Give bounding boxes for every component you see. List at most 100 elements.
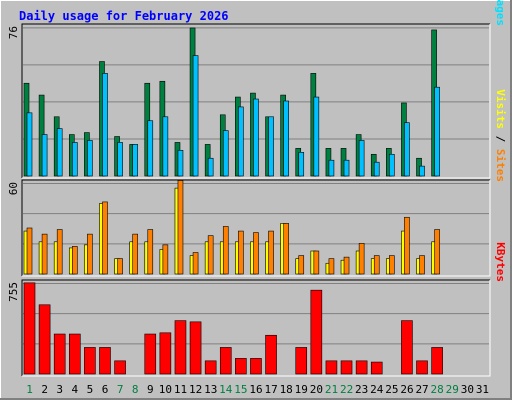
x-tick-label: 28 <box>431 383 444 396</box>
bar-kbytes-day-16 <box>250 358 262 375</box>
bar-sites-day-27 <box>419 255 425 275</box>
bar-sites-day-13 <box>207 235 214 275</box>
bar-files-day-15 <box>238 106 244 177</box>
bar-files-day-6 <box>102 73 108 177</box>
bar-sites-day-15 <box>238 230 244 275</box>
bar-files-day-27 <box>419 165 425 177</box>
bar-files-day-10 <box>162 116 169 177</box>
x-tick-label: 25 <box>385 383 398 396</box>
bar-files-day-12 <box>192 55 199 177</box>
bar-files-day-18 <box>283 100 289 177</box>
panel-frame-light <box>22 280 491 377</box>
x-tick-label: 7 <box>117 383 124 396</box>
bar-kbytes-day-24 <box>370 361 383 375</box>
x-tick-label: 2 <box>41 383 48 396</box>
bar-files-day-26 <box>404 122 410 177</box>
legend-label: KBytes <box>494 242 507 282</box>
bar-kbytes-day-13 <box>204 360 217 375</box>
bar-sites-day-19 <box>298 255 305 275</box>
x-tick-label: 21 <box>325 383 338 396</box>
x-tick-label: 6 <box>102 383 109 396</box>
bar-kbytes-day-21 <box>325 360 338 375</box>
bar-files-day-17 <box>268 116 274 177</box>
bar-sites-day-23 <box>358 243 365 275</box>
legend-separator: / <box>494 129 507 149</box>
bar-files-day-11 <box>177 150 184 177</box>
bar-sites-day-25 <box>389 255 395 275</box>
bar-sites-day-17 <box>268 230 274 275</box>
bar-kbytes-day-9 <box>144 333 157 375</box>
bar-files-day-3 <box>56 128 63 177</box>
bar-files-day-14 <box>222 130 229 177</box>
bar-kbytes-day-28 <box>431 347 443 375</box>
bar-files-day-23 <box>358 140 365 177</box>
y-max-label: 76 <box>7 26 20 39</box>
bar-sites-day-9 <box>147 229 154 275</box>
bar-kbytes-day-12 <box>189 321 202 375</box>
bar-sites-day-12 <box>192 252 199 275</box>
y-max-label: 755 <box>7 282 20 302</box>
y-max-label: 60 <box>7 182 20 195</box>
x-tick-label: 10 <box>159 383 172 396</box>
bar-kbytes-day-6 <box>99 347 111 375</box>
bar-kbytes-day-2 <box>38 304 51 375</box>
legend-visits: Visits <box>494 89 507 129</box>
chart-title: Daily usage for February 2026 <box>19 9 229 23</box>
bar-kbytes-day-17 <box>265 334 277 375</box>
bar-sites-day-28 <box>434 229 440 275</box>
panel-frame-light <box>22 180 491 277</box>
bar-sites-day-20 <box>313 250 320 275</box>
bar-files-day-9 <box>147 120 154 177</box>
bar-sites-day-4 <box>71 246 78 275</box>
bar-sites-day-2 <box>41 233 48 275</box>
bar-kbytes-day-10 <box>159 332 172 375</box>
panel-frame-dark <box>21 23 490 178</box>
x-tick-label: 12 <box>189 383 202 396</box>
bar-files-day-21 <box>328 159 335 177</box>
bar-files-day-25 <box>389 153 395 177</box>
legend-sites: Sites <box>494 149 507 182</box>
bar-sites-day-1 <box>26 227 33 275</box>
bar-kbytes-day-20 <box>310 289 323 375</box>
bar-sites-day-16 <box>253 232 259 275</box>
x-tick-label: 4 <box>72 383 79 396</box>
bar-kbytes-day-1 <box>23 282 36 375</box>
x-tick-label: 24 <box>370 383 384 396</box>
bar-files-day-22 <box>343 159 350 177</box>
x-tick-label: 9 <box>147 383 154 396</box>
x-tick-label: 19 <box>295 383 308 396</box>
bar-kbytes-day-15 <box>235 358 247 375</box>
panel-frame-light <box>22 24 491 179</box>
panel-frame-dark <box>21 179 490 276</box>
x-tick-label: 5 <box>87 383 94 396</box>
bar-sites-day-26 <box>404 216 410 275</box>
x-tick-label: 30 <box>461 383 474 396</box>
bar-files-day-2 <box>41 134 48 177</box>
legend-pages: Pages <box>494 0 507 26</box>
bar-files-day-16 <box>253 98 259 177</box>
x-tick-label: 15 <box>234 383 247 396</box>
bar-sites-day-14 <box>222 226 229 275</box>
bar-files-day-1 <box>26 112 33 177</box>
bar-kbytes-day-26 <box>401 320 413 375</box>
bar-files-day-13 <box>207 157 214 177</box>
bar-files-day-5 <box>87 140 93 177</box>
panel-kbytes: 755 KBytes <box>7 242 507 377</box>
bar-sites-day-24 <box>373 255 380 275</box>
bar-kbytes-day-19 <box>295 347 308 375</box>
x-tick-label: 23 <box>355 383 368 396</box>
bar-files-day-20 <box>313 96 320 177</box>
bar-kbytes-day-27 <box>416 360 428 375</box>
bar-files-day-19 <box>298 152 305 177</box>
bar-sites-day-22 <box>343 256 350 275</box>
x-tick-label: 8 <box>132 383 139 396</box>
x-tick-label: 29 <box>446 383 459 396</box>
bar-kbytes-day-4 <box>68 333 81 375</box>
x-tick-label: 20 <box>310 383 323 396</box>
bar-sites-day-18 <box>283 223 289 275</box>
x-tick-label: 27 <box>415 383 428 396</box>
bar-files-day-28 <box>434 86 440 177</box>
